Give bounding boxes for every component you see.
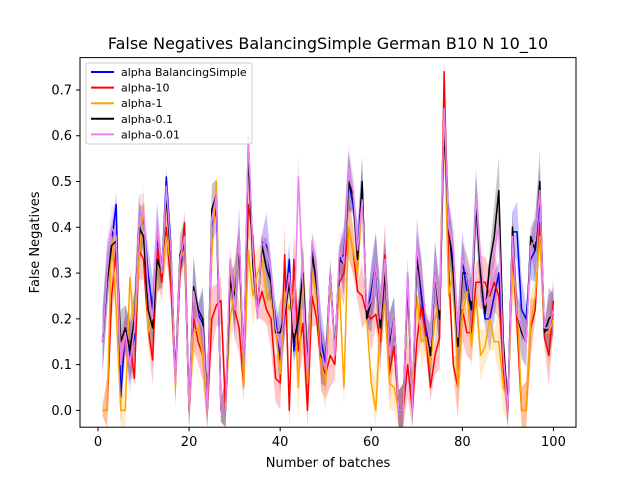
y-tick-label: 0.3: [51, 267, 72, 282]
x-tick-label: 60: [363, 435, 380, 450]
chart-title: False Negatives BalancingSimple German B…: [108, 34, 548, 54]
x-tick-label: 100: [541, 435, 566, 450]
legend-label-alpha-1: alpha-1: [121, 97, 162, 110]
x-axis-ticks: 0 20 40 60 80 100: [94, 427, 566, 450]
series-lines: [101, 70, 555, 412]
x-tick-label: 80: [454, 435, 471, 450]
legend-label-alpha-balancingsimple: alpha BalancingSimple: [121, 66, 247, 79]
y-axis-label: False Negatives: [28, 191, 43, 293]
legend-box: [85, 62, 253, 145]
y-tick-label: 0.6: [51, 129, 72, 144]
y-tick-label: 0.7: [51, 83, 72, 98]
legend-label-alpha-10: alpha-10: [121, 82, 169, 95]
y-tick-label: 0.4: [51, 221, 72, 236]
legend-label-alpha-0-01: alpha-0.01: [121, 128, 180, 141]
legend-label-alpha-0-1: alpha-0.1: [121, 113, 173, 126]
y-axis-ticks: 0.0 0.1 0.2 0.3 0.4 0.5 0.6 0.7: [51, 83, 80, 419]
y-tick-label: 0.2: [51, 312, 72, 327]
y-tick-label: 0.1: [51, 358, 72, 373]
series-line-alpha-0-01: [101, 107, 555, 412]
y-tick-label: 0.0: [51, 404, 72, 419]
x-tick-label: 20: [181, 435, 198, 450]
x-tick-label: 0: [94, 435, 102, 450]
x-tick-label: 40: [272, 435, 289, 450]
legend: alpha BalancingSimple alpha-10 alpha-1 alph…: [85, 62, 253, 145]
y-tick-label: 0.5: [51, 175, 72, 190]
x-axis-label: Number of batches: [266, 456, 391, 471]
plot-frame: [79, 57, 577, 428]
